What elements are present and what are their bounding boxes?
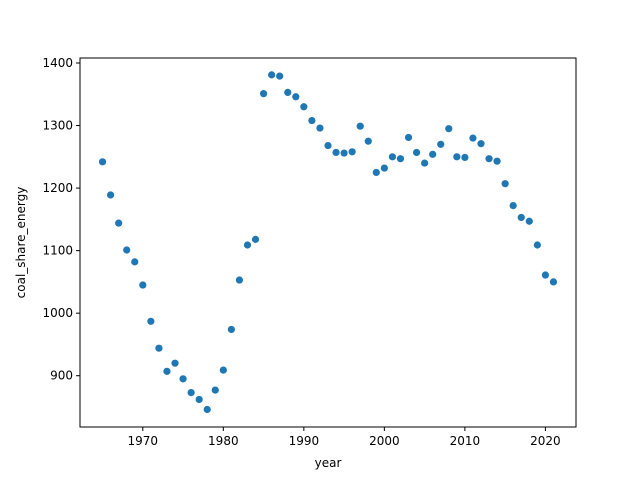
data-point bbox=[187, 389, 195, 397]
data-point bbox=[493, 157, 501, 165]
data-point bbox=[268, 71, 276, 79]
data-point bbox=[219, 366, 227, 374]
plot-frame bbox=[79, 57, 577, 428]
x-tick-label: 2020 bbox=[530, 434, 561, 448]
data-point bbox=[324, 141, 332, 150]
data-point bbox=[364, 137, 372, 145]
data-point bbox=[284, 88, 292, 96]
data-point bbox=[139, 281, 147, 289]
data-point bbox=[485, 155, 493, 163]
data-point bbox=[404, 133, 413, 142]
data-point bbox=[429, 150, 437, 158]
data-point bbox=[163, 367, 171, 375]
data-point bbox=[259, 90, 268, 98]
data-point bbox=[541, 271, 550, 279]
data-point bbox=[243, 241, 252, 249]
data-point bbox=[203, 405, 211, 414]
data-point bbox=[123, 246, 131, 254]
data-point bbox=[308, 116, 316, 125]
data-point bbox=[396, 155, 405, 163]
data-points bbox=[98, 71, 558, 414]
data-point bbox=[533, 241, 541, 249]
data-point bbox=[179, 375, 187, 383]
data-point bbox=[421, 159, 429, 167]
data-point bbox=[107, 191, 115, 199]
data-point bbox=[227, 325, 235, 334]
data-point bbox=[469, 134, 477, 142]
data-point bbox=[356, 122, 364, 130]
data-point bbox=[509, 202, 517, 210]
data-point bbox=[251, 235, 260, 243]
data-point bbox=[211, 386, 219, 394]
data-point bbox=[477, 140, 485, 148]
y-tick-label: 1400 bbox=[42, 56, 73, 70]
y-tick-label: 1300 bbox=[42, 119, 73, 133]
data-point bbox=[155, 344, 163, 352]
data-point bbox=[171, 359, 179, 367]
data-point bbox=[501, 180, 509, 188]
data-point bbox=[437, 140, 445, 148]
data-point bbox=[461, 153, 469, 162]
x-tick-label: 2010 bbox=[450, 434, 481, 448]
data-point bbox=[517, 213, 525, 222]
y-tick-label: 1200 bbox=[42, 181, 73, 195]
data-point bbox=[235, 276, 244, 284]
data-point bbox=[525, 217, 533, 225]
x-axis-label: year bbox=[315, 456, 342, 470]
x-tick-label: 2000 bbox=[369, 434, 400, 448]
x-axis-ticks: 1970 1980 1990 2000 2010 2020 bbox=[128, 427, 561, 448]
y-tick-label: 1000 bbox=[42, 306, 73, 320]
data-point bbox=[115, 219, 123, 227]
data-point bbox=[300, 103, 308, 111]
data-point bbox=[372, 168, 380, 177]
data-point bbox=[147, 317, 155, 325]
y-axis-label: coal_share_energy bbox=[14, 187, 28, 299]
y-axis-ticks: 900 1000 1100 1200 1300 1400 bbox=[42, 56, 80, 383]
data-point bbox=[348, 148, 356, 156]
x-tick-label: 1980 bbox=[208, 434, 239, 448]
data-point bbox=[195, 395, 203, 404]
data-point bbox=[380, 164, 388, 172]
data-point bbox=[276, 72, 284, 80]
data-point bbox=[316, 124, 324, 132]
x-tick-label: 1990 bbox=[289, 434, 320, 448]
data-point bbox=[445, 125, 453, 133]
data-point bbox=[332, 148, 340, 157]
x-tick-label: 1970 bbox=[128, 434, 159, 448]
data-point bbox=[549, 278, 558, 286]
data-point bbox=[131, 258, 139, 266]
y-tick-label: 1100 bbox=[42, 244, 73, 258]
data-point bbox=[98, 158, 107, 166]
data-point bbox=[388, 153, 397, 161]
data-point bbox=[292, 93, 300, 101]
data-point bbox=[340, 149, 348, 157]
data-point bbox=[412, 148, 421, 157]
y-tick-label: 900 bbox=[50, 369, 73, 383]
data-point bbox=[453, 153, 461, 161]
